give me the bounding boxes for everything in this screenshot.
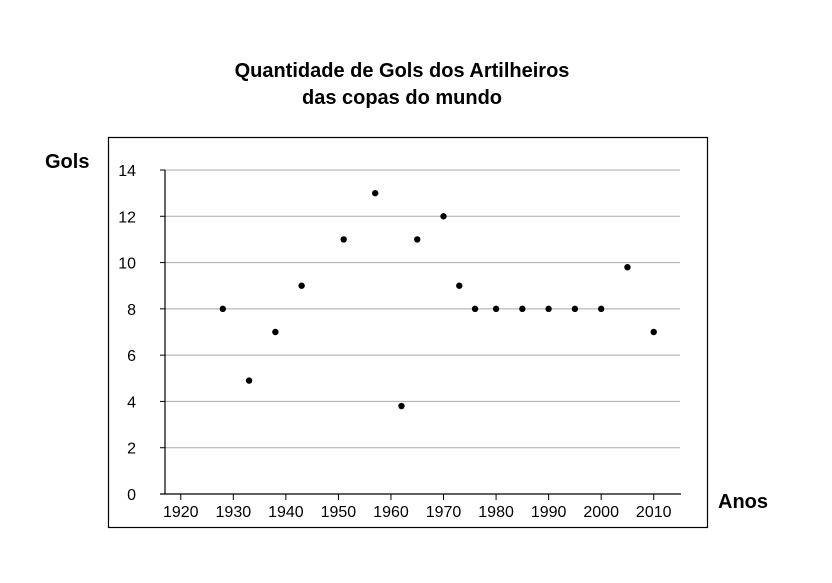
data-point-7 <box>398 402 405 410</box>
data-point-15 <box>571 305 579 313</box>
axes <box>160 170 681 495</box>
grid-lines <box>160 169 680 495</box>
x-tick-label-1970: 1970 <box>426 504 462 521</box>
x-tick-label-1930: 1930 <box>216 504 252 521</box>
x-tick-label-1960: 1960 <box>373 504 409 521</box>
y-tick-label-12: 12 <box>118 209 136 226</box>
x-tick-label-1920: 1920 <box>163 504 199 521</box>
y-tick-label-14: 14 <box>118 163 136 180</box>
y-tick-label-8: 8 <box>127 302 136 319</box>
data-point-2 <box>245 377 253 384</box>
data-point-17 <box>624 264 631 271</box>
data-point-10 <box>456 282 463 289</box>
data-point-16 <box>597 305 605 313</box>
y-tick-labels: 0 2 4 6 8 10 12 14 <box>118 163 136 504</box>
x-tick-label-1980: 1980 <box>478 504 514 521</box>
y-axis-label: Gols <box>45 151 90 173</box>
data-point-14 <box>545 305 552 313</box>
x-tick-label-1990: 1990 <box>531 504 567 521</box>
data-points <box>219 189 657 410</box>
y-tick-label-0: 0 <box>127 487 136 504</box>
data-point-12 <box>492 305 500 313</box>
y-tick-label-2: 2 <box>127 441 136 458</box>
data-point-11 <box>471 305 479 313</box>
plot-frame <box>107 136 709 529</box>
x-tick-label-1940: 1940 <box>268 504 304 521</box>
data-point-4 <box>298 282 305 289</box>
chart-title: Quantidade de Gols dos Artilheiros das c… <box>0 58 804 112</box>
data-point-9 <box>440 213 447 220</box>
x-tick-label-2010: 2010 <box>636 504 672 521</box>
data-point-5 <box>340 236 347 243</box>
chart-title-line-2: das copas do mundo <box>301 87 503 109</box>
chart-title-line-1: Quantidade de Gols dos Artilheiros <box>234 60 570 82</box>
data-point-6 <box>372 189 379 197</box>
x-tick-labels: 1920 1930 1940 1950 1960 1970 1980 1990 2000 2010 <box>163 494 672 521</box>
x-tick-label-1950: 1950 <box>321 504 357 521</box>
y-tick-label-4: 4 <box>127 394 136 411</box>
data-point-13 <box>519 305 526 313</box>
data-point-8 <box>414 236 421 243</box>
y-tick-label-6: 6 <box>127 348 136 365</box>
y-tick-label-10: 10 <box>118 256 136 273</box>
x-tick-label-2000: 2000 <box>583 504 619 521</box>
data-point-1 <box>219 305 227 313</box>
x-axis-label: Anos <box>718 491 768 513</box>
data-point-18 <box>650 328 657 336</box>
data-point-3 <box>272 328 279 336</box>
